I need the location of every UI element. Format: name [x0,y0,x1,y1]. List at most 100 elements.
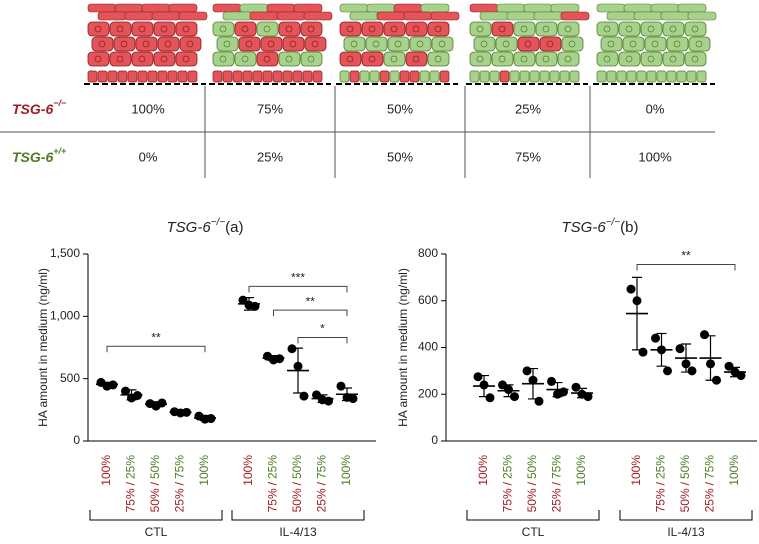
cell [304,36,327,52]
cell [153,51,176,67]
nucleus [434,55,442,63]
nucleus [691,25,699,33]
x-tick-label-part: 50% [678,455,692,479]
cell [187,70,198,83]
data-point [571,382,581,392]
cell [606,70,617,83]
nucleus [241,55,249,63]
title-sup: −/− [211,217,226,228]
nucleus [160,25,168,33]
cell [97,11,127,21]
nucleus [263,55,271,63]
nucleus [116,25,124,33]
data-point [157,398,167,408]
table-cell: 100% [638,149,672,164]
nucleus [219,55,227,63]
x-tick-label-part: 100% [197,455,211,486]
x-tick-label-part: 75% [654,488,668,512]
x-tick-label-part: / [525,481,539,485]
data-point [473,372,483,382]
error-bar [126,389,137,401]
title-main: TSG-6 [562,219,607,236]
cell [303,11,333,21]
x-tick-label-part: 100% [727,455,741,486]
data-point [583,392,593,402]
cell [135,36,158,52]
nucleus [607,40,615,48]
nucleus [520,25,528,33]
x-tick-label: 50% / 50% [148,455,162,513]
x-tick-label-part: / [654,481,668,485]
cell [640,21,663,37]
significance-label: * [320,322,325,336]
cell [256,51,279,67]
cell [662,51,685,67]
cell [339,21,362,37]
cell [569,70,580,83]
cell [684,21,707,37]
cell [427,21,450,37]
data-point [299,391,309,401]
cell [339,51,362,67]
cell [636,70,647,83]
x-tick-label-part: 75% [703,455,717,479]
x-tick-label: 50% / 50% [678,455,692,513]
group-label: IL-4/13 [667,525,705,539]
error-bar [200,414,210,422]
table-cell: 100% [131,101,165,116]
cell [479,11,509,21]
cell [242,70,253,83]
cell [506,11,536,21]
nucleus [498,25,506,33]
nucleus [390,55,398,63]
cell [469,3,499,13]
x-tick-label-part: / [148,481,162,485]
nucleus [350,40,358,48]
cell [157,70,168,83]
y-tick-label: 0 [73,433,80,447]
cell [618,21,641,37]
cell [234,21,257,37]
cell [141,3,171,13]
cell [606,11,636,21]
table-cell: 75% [515,149,541,164]
cell [114,3,144,13]
cell [302,70,313,83]
x-tick-label-part: / [290,481,304,485]
cell [489,70,500,83]
error-bar [151,401,161,408]
error-bar [528,367,538,400]
cell [618,51,641,67]
cell [509,70,520,83]
cell [686,70,697,83]
x-tick-label-part: 100% [574,455,588,486]
cell [151,11,181,21]
data-point [312,390,321,400]
cell [469,70,480,83]
cell [596,51,619,67]
cell [212,70,223,83]
nucleus [289,40,297,48]
x-tick-label-part: 75% [501,488,515,512]
nucleus [394,40,402,48]
x-tick-label: 50% / 50% [525,455,539,513]
cell [97,70,108,83]
x-tick-label-part: 75% [315,455,329,479]
cell [529,70,540,83]
cell [293,3,323,13]
x-tick-label-part: 100% [241,455,255,486]
cell [491,21,514,37]
x-tick-label: 100% [241,455,255,486]
table-cell: 25% [257,149,283,164]
cell [107,70,118,83]
significance-label: ** [306,294,316,308]
significance-label: ** [151,330,161,344]
cell [429,70,440,83]
nucleus [267,40,275,48]
cell [557,21,580,37]
nucleus [285,55,293,63]
x-tick-label-part: 25% [654,455,668,479]
nucleus [368,55,376,63]
cell [256,21,279,37]
nucleus [346,25,354,33]
